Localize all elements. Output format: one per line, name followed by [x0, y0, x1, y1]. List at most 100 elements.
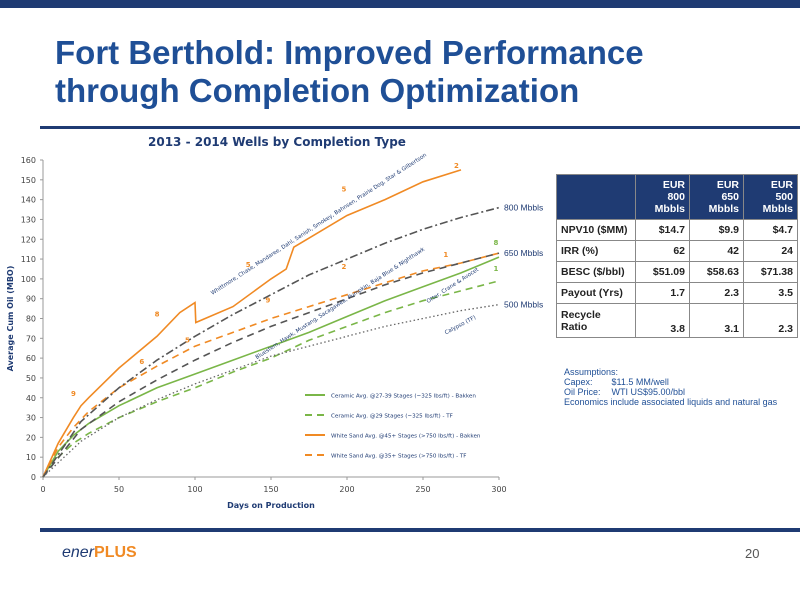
- well-count-label: 8: [155, 311, 160, 319]
- oil-price-value: WTI US$95.00/bbl: [611, 387, 686, 397]
- enerplus-logo: enerPLUS: [62, 544, 137, 562]
- y-tick-label: 70: [26, 334, 36, 343]
- economics-row-npv10: NPV10 ($MM) $14.7 $9.9 $4.7: [556, 219, 798, 241]
- x-tick-label: 200: [339, 485, 354, 494]
- row-label: BESC ($/bbl): [556, 261, 636, 283]
- well-count-label: 1: [443, 251, 448, 259]
- economics-table: EUR 800 Mbbls EUR 650 Mbbls EUR 500 Mbbl…: [556, 174, 798, 338]
- well-count-label: 5: [342, 186, 347, 194]
- page-number: 20: [745, 546, 760, 561]
- cell-value: 24: [743, 240, 798, 262]
- x-tick-label: 0: [40, 485, 45, 494]
- economics-row-irr: IRR (%) 62 42 24: [556, 240, 798, 262]
- cell-value: 42: [689, 240, 744, 262]
- x-tick-label: 50: [114, 485, 124, 494]
- well-count-label: 2: [342, 263, 347, 271]
- oil-price-key: Oil Price:: [564, 387, 601, 397]
- slide-title-line-1: Fort Berthold: Improved Performance: [55, 34, 644, 71]
- series-line-7: [42, 303, 500, 478]
- legend-label: Ceramic Avg. @29 Stages (~325 lbs/ft) - …: [331, 414, 453, 420]
- cum-oil-chart: 0102030405060708090100110120130140150160…: [6, 152, 543, 510]
- economics-header-eur-650: EUR 650 Mbbls: [689, 174, 744, 220]
- well-count-label: 5: [185, 336, 190, 344]
- y-tick-label: 150: [21, 176, 36, 185]
- cell-value: $58.63: [689, 261, 744, 283]
- row-label: NPV10 ($MM): [556, 219, 636, 241]
- series-line-6: [42, 252, 500, 478]
- y-axis-label: Average Cum Oil (MBO): [6, 266, 15, 372]
- cell-value: 62: [635, 240, 690, 262]
- y-tick-label: 0: [31, 473, 36, 482]
- y-tick-label: 100: [21, 275, 36, 284]
- eur-650-label: EUR 650 Mbbls: [708, 179, 739, 215]
- assumptions-block: Assumptions: Capex: $11.5 MM/well Oil Pr…: [564, 367, 777, 407]
- well-group-annotation: Whittmore, Chase, Mandaree, Dahl, Sanish…: [210, 152, 428, 297]
- x-tick-label: 100: [187, 485, 202, 494]
- top-accent-bar: [0, 0, 800, 8]
- x-axis-label: Days on Production: [227, 501, 315, 510]
- series-line-4: [42, 252, 500, 478]
- cell-value: 3.1: [689, 303, 744, 338]
- row-label: IRR (%): [556, 240, 636, 262]
- y-tick-label: 80: [26, 315, 36, 324]
- assumptions-heading: Assumptions:: [564, 367, 619, 377]
- x-tick-label: 300: [491, 485, 506, 494]
- cell-value: 1.7: [635, 282, 690, 304]
- y-tick-label: 40: [26, 394, 36, 403]
- cell-value: $51.09: [635, 261, 690, 283]
- eur-800-label: EUR 800 Mbbls: [654, 179, 685, 215]
- y-tick-label: 120: [21, 235, 36, 244]
- well-count-label: 8: [494, 239, 499, 247]
- x-tick-label: 250: [415, 485, 430, 494]
- y-tick-label: 130: [21, 215, 36, 224]
- legend-label: White Sand Avg. @35+ Stages (>750 lbs/ft…: [331, 454, 467, 460]
- economics-header-blank: [556, 174, 636, 220]
- well-count-label: 9: [266, 297, 271, 305]
- row-label: Recycle Ratio: [556, 303, 636, 338]
- economics-header-row: EUR 800 Mbbls EUR 650 Mbbls EUR 500 Mbbl…: [556, 174, 798, 220]
- eur-type-curve-label: 650 Mbbls: [504, 248, 543, 258]
- y-tick-label: 60: [26, 354, 36, 363]
- cell-value: 2.3: [689, 282, 744, 304]
- eur-type-curve-label: 500 Mbbls: [504, 300, 543, 310]
- well-count-label: 1: [494, 265, 499, 273]
- chart-title: 2013 - 2014 Wells by Completion Type: [148, 135, 406, 149]
- logo-text-ener: ener: [62, 544, 95, 561]
- row-label: Payout (Yrs): [556, 282, 636, 304]
- slide-title: Fort Berthold: Improved Performance thro…: [55, 34, 755, 110]
- economics-row-recycle: Recycle Ratio 3.8 3.1 2.3: [556, 303, 798, 338]
- well-count-label: 6: [139, 358, 144, 366]
- y-tick-label: 30: [26, 414, 36, 423]
- well-count-label: 9: [71, 390, 76, 398]
- y-tick-label: 160: [21, 156, 36, 165]
- cell-value: $9.9: [689, 219, 744, 241]
- assumption-capex: Capex: $11.5 MM/well: [564, 377, 777, 387]
- cell-value: $14.7: [635, 219, 690, 241]
- cell-value: 3.5: [743, 282, 798, 304]
- cell-value: 2.3: [743, 303, 798, 338]
- y-tick-label: 140: [21, 196, 36, 205]
- eur-500-label: EUR 500 Mbbls: [762, 179, 793, 215]
- capex-key: Capex:: [564, 377, 593, 387]
- y-tick-label: 110: [21, 255, 36, 264]
- capex-value: $11.5 MM/well: [611, 377, 669, 387]
- economics-row-besc: BESC ($/bbl) $51.09 $58.63 $71.38: [556, 261, 798, 283]
- title-divider: [40, 126, 800, 129]
- economics-header-eur-800: EUR 800 Mbbls: [635, 174, 690, 220]
- well-group-annotation: Otter, Crane & Avocet: [426, 267, 481, 305]
- well-group-annotation: Calypso (TF): [444, 315, 477, 336]
- footer-divider: [40, 528, 800, 532]
- series-line-3: [42, 169, 462, 478]
- y-tick-label: 50: [26, 374, 36, 383]
- y-tick-label: 90: [26, 295, 36, 304]
- eur-type-curve-label: 800 Mbbls: [504, 203, 543, 213]
- well-count-label: 5: [246, 261, 251, 269]
- economics-row-payout: Payout (Yrs) 1.7 2.3 3.5: [556, 282, 798, 304]
- logo-text-plus: PLUS: [94, 544, 137, 561]
- assumptions-note: Economics include associated liquids and…: [564, 397, 778, 407]
- series-line-2: [42, 280, 500, 478]
- y-tick-label: 20: [26, 433, 36, 442]
- slide-title-line-2: through Completion Optimization: [55, 72, 580, 109]
- x-tick-label: 150: [263, 485, 278, 494]
- series-line-1: [42, 256, 500, 478]
